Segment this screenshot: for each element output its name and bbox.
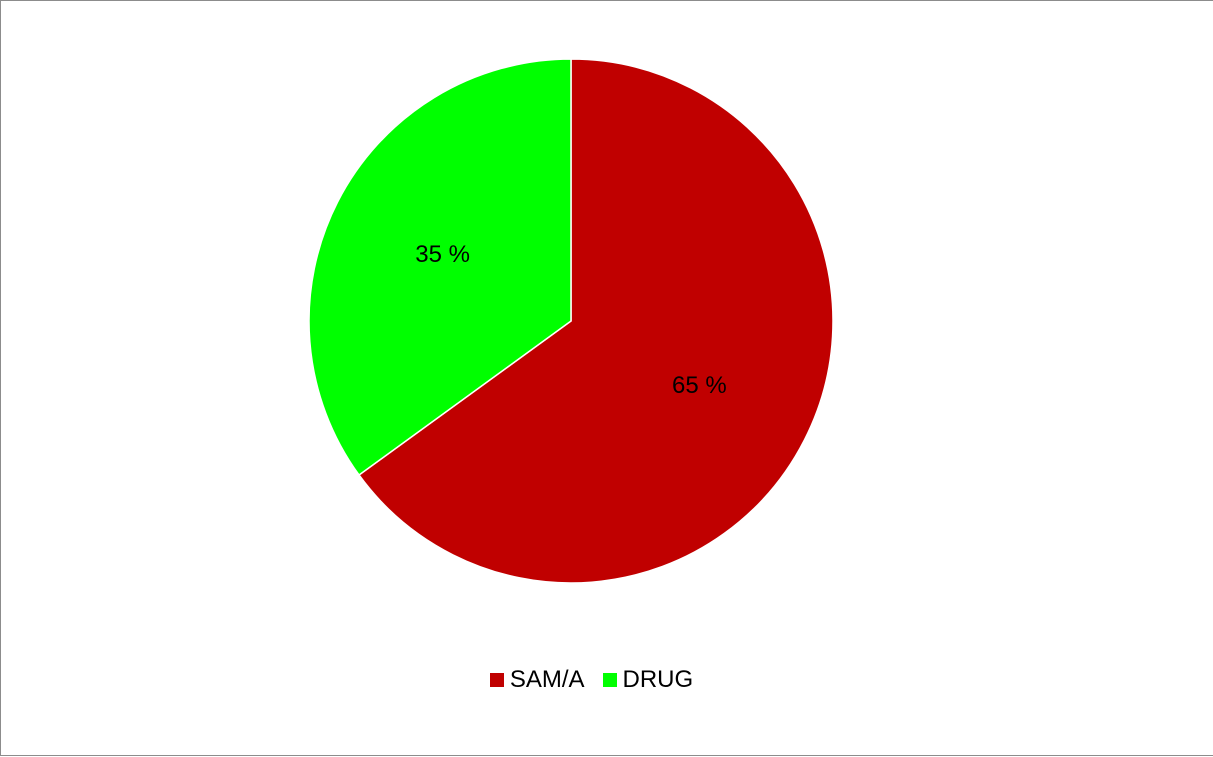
pie-slice-drug xyxy=(308,58,572,477)
data-label-sam-a: 65 % xyxy=(672,372,727,399)
data-label-drug: 35 % xyxy=(415,241,470,268)
legend: SAM/A DRUG xyxy=(0,666,1198,694)
legend-swatch-sam-a xyxy=(489,673,504,687)
legend-item-sam-a: SAM/A xyxy=(489,666,585,694)
legend-label-sam-a: SAM/A xyxy=(509,666,585,693)
legend-label-drug: DRUG xyxy=(622,666,694,693)
legend-item-drug: DRUG xyxy=(602,666,694,694)
legend-swatch-drug xyxy=(602,673,617,687)
pie-slice-sam-a xyxy=(357,58,834,584)
